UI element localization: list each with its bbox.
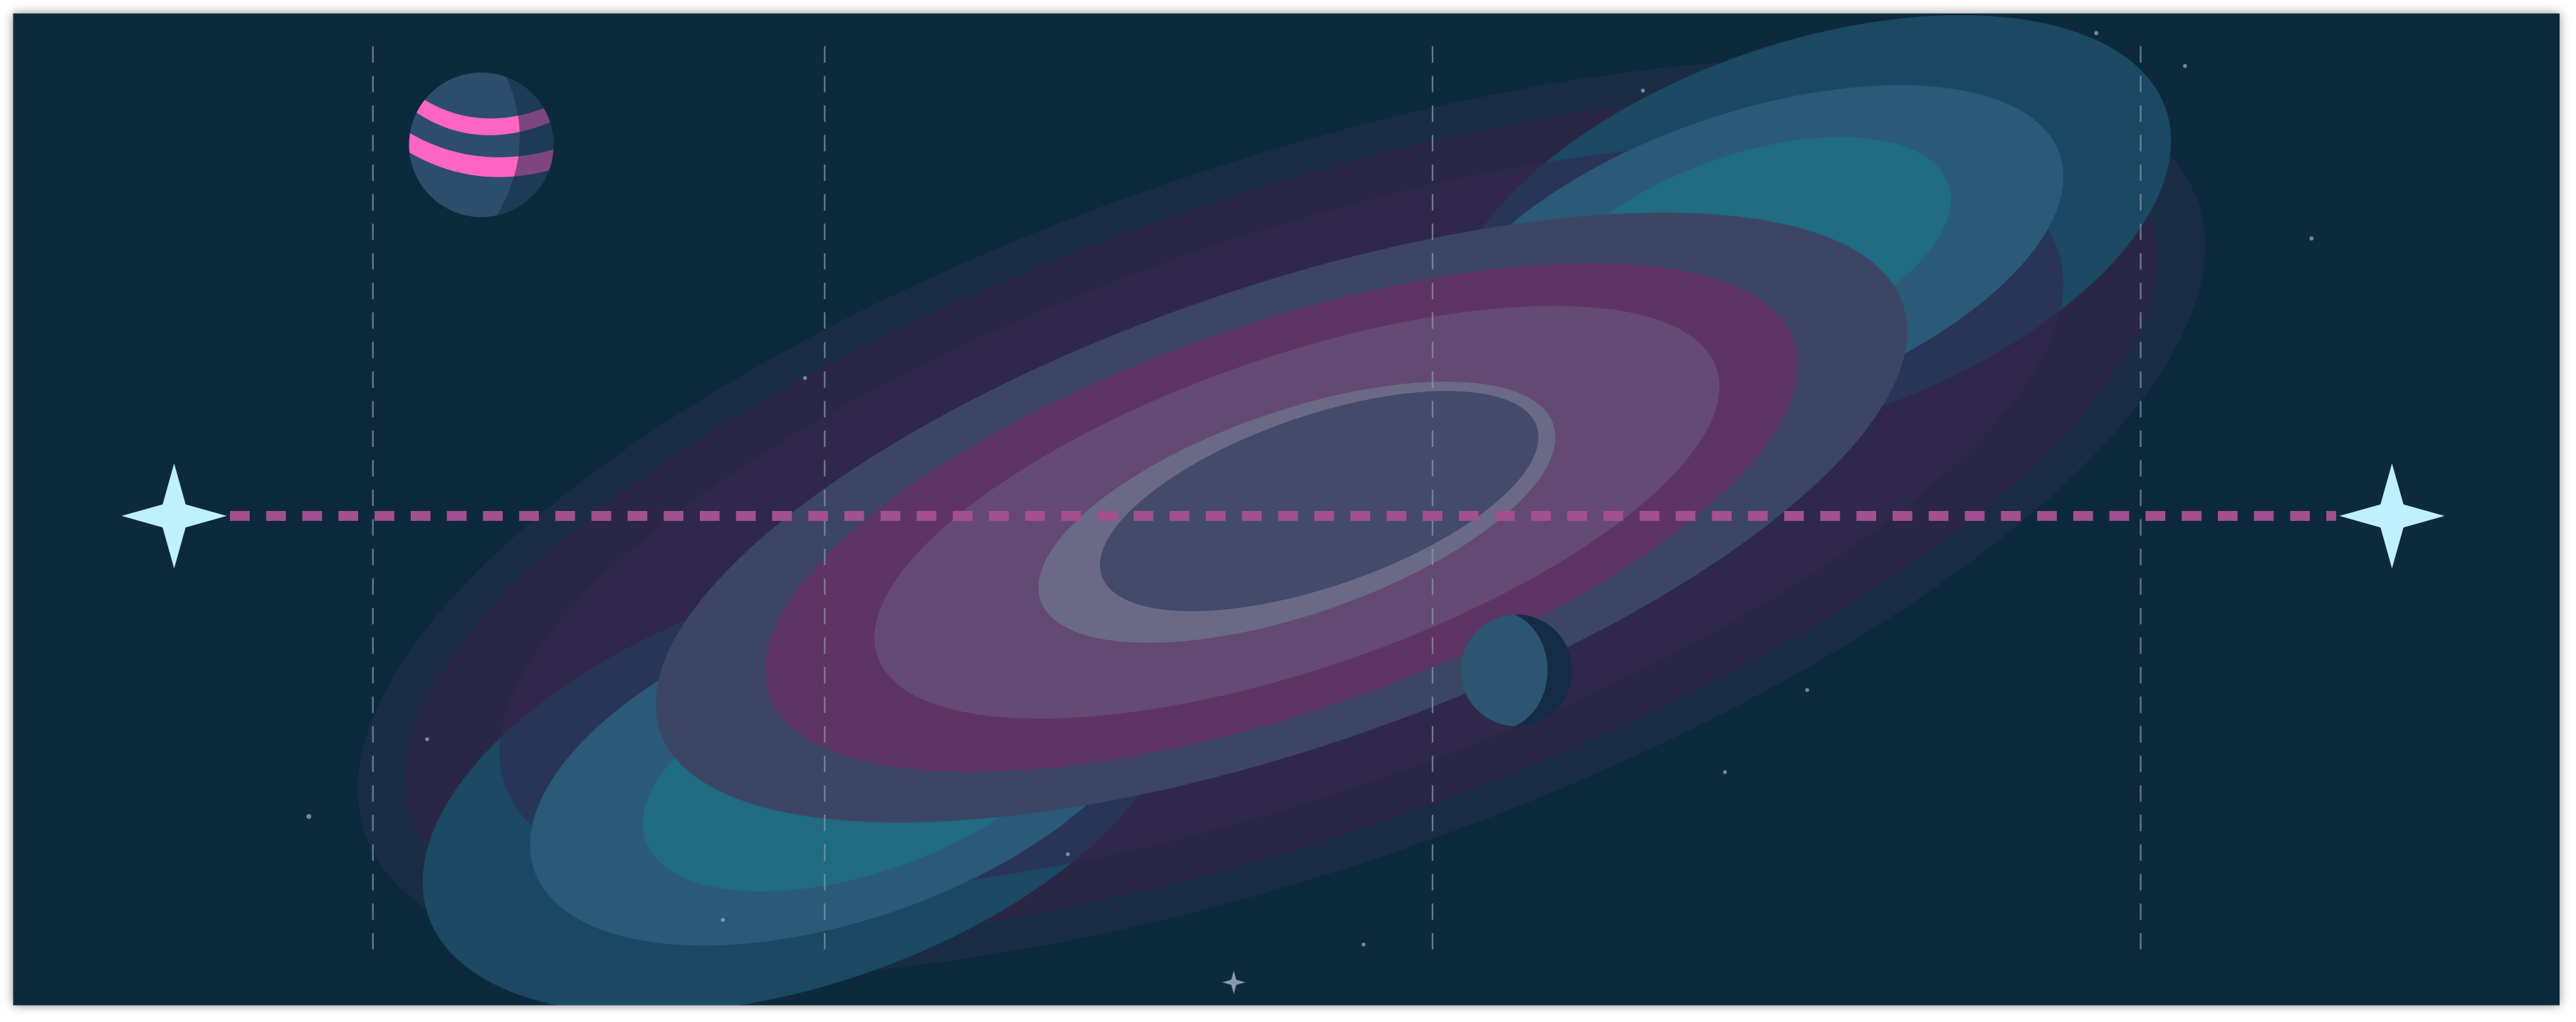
star-dot <box>1066 852 1070 857</box>
star-dot <box>1640 88 1645 93</box>
star-dot <box>1722 770 1727 774</box>
planet <box>409 72 554 217</box>
star-dot <box>721 917 726 922</box>
galaxy-core <box>1099 391 1539 611</box>
guides <box>372 46 2142 963</box>
star-dot <box>1805 688 1809 692</box>
stars <box>306 31 2314 947</box>
star-dot <box>802 376 807 380</box>
star-dot <box>2094 31 2099 36</box>
star-dot <box>2183 63 2187 68</box>
moon-body <box>1460 614 1548 727</box>
moon <box>1460 614 1573 727</box>
scene <box>121 15 2445 1006</box>
star-dot <box>2309 236 2314 241</box>
star-dot <box>425 737 429 742</box>
star-dot <box>1361 942 1366 947</box>
star-dot <box>306 813 312 819</box>
